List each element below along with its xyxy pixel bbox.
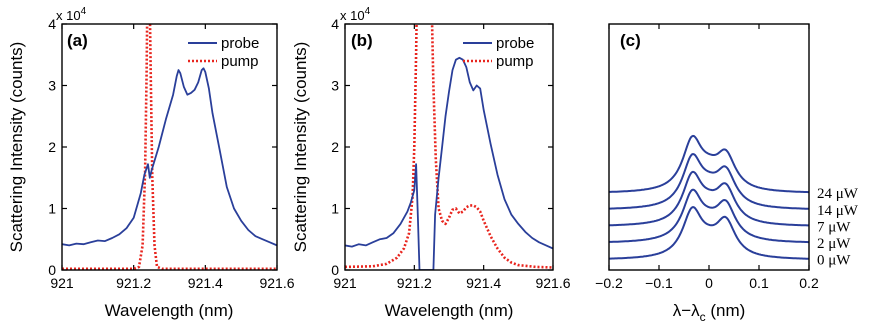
panel-b-frame [344, 23, 554, 271]
y-tick-label: 1 [331, 201, 339, 217]
panel-a-ylabel: Scattering Intensity (counts) [7, 42, 26, 253]
y-tick-label: 2 [48, 139, 56, 155]
panel-b-ylabel: Scattering Intensity (counts) [291, 42, 310, 253]
x-tick-label: 921.6 [535, 275, 570, 291]
series-label: 7 μW [817, 219, 851, 235]
y-tick-label: 0 [48, 262, 56, 278]
y-tick-label: 0 [331, 262, 339, 278]
legend-probe-label: probe [496, 35, 534, 52]
panel-c-xlabel: λ−λc (nm) [673, 301, 746, 324]
series-line-probe [345, 56, 553, 270]
series-label: 24 μW [817, 186, 859, 202]
series-line-pump [62, 24, 277, 270]
y-tick-label: 4 [331, 16, 339, 32]
series-line-0 μW [609, 206, 809, 260]
panel-a-legend: probe pump [188, 35, 259, 70]
x-tick-label: 0 [705, 275, 713, 291]
x-tick-label: 921.2 [116, 275, 151, 291]
x-tick-label: 921.4 [188, 275, 223, 291]
x-tick-label: 921.6 [259, 275, 294, 291]
x-tick-label: 921.2 [397, 275, 432, 291]
y-tick-label: 2 [331, 139, 339, 155]
panel-a-multiplier: x 104 [56, 6, 87, 23]
panel-b-legend: probe pump [463, 35, 534, 70]
y-tick-label: 3 [331, 78, 339, 94]
panel-a-xlabel: Wavelength (nm) [105, 301, 234, 320]
x-tick-label: 921.4 [466, 275, 501, 291]
legend-pump-label: pump [221, 53, 259, 70]
panel-b: 921 921.2 921.4 921.6 0 1 2 3 4 (b) x 104 Wavele… [291, 6, 571, 320]
series-line-2 μW [608, 188, 809, 244]
legend-pump-label: pump [496, 53, 534, 70]
x-tick-label: 0.1 [749, 275, 769, 291]
y-tick-label: 3 [48, 78, 56, 94]
y-tick-label: 4 [48, 16, 56, 32]
x-tick-label: −0.2 [595, 275, 623, 291]
x-tick-label: 0.2 [799, 275, 819, 291]
panel-c-label: (c) [620, 31, 641, 50]
panel-a: 921 921.2 921.4 921.6 0 1 2 3 4 (a) x 104 Wavele… [7, 6, 295, 320]
series-label: 0 μW [817, 253, 851, 269]
series-line-pump [345, 24, 553, 269]
panel-b-label: (b) [351, 31, 373, 50]
series-line-14 μW [609, 152, 810, 210]
series-line-7 μW [609, 170, 809, 227]
y-tick-label: 1 [48, 201, 56, 217]
panel-b-xlabel: Wavelength (nm) [385, 301, 514, 320]
panel-c-frame [608, 23, 810, 271]
series-label: 14 μW [817, 203, 859, 219]
x-tick-label: 921 [50, 275, 74, 291]
series-line-24 μW [609, 134, 809, 194]
panel-a-label: (a) [67, 31, 88, 50]
panel-a-frame [61, 23, 278, 271]
legend-probe-label: probe [221, 35, 259, 52]
panel-b-multiplier: x 104 [340, 6, 371, 23]
x-tick-label: −0.1 [645, 275, 673, 291]
series-line-probe [62, 67, 277, 247]
panel-b-plot: 921 921.2 921.4 921.6 0 1 2 3 4 [331, 16, 571, 291]
x-tick-label: 921 [333, 275, 357, 291]
series-label: 2 μW [817, 236, 851, 252]
